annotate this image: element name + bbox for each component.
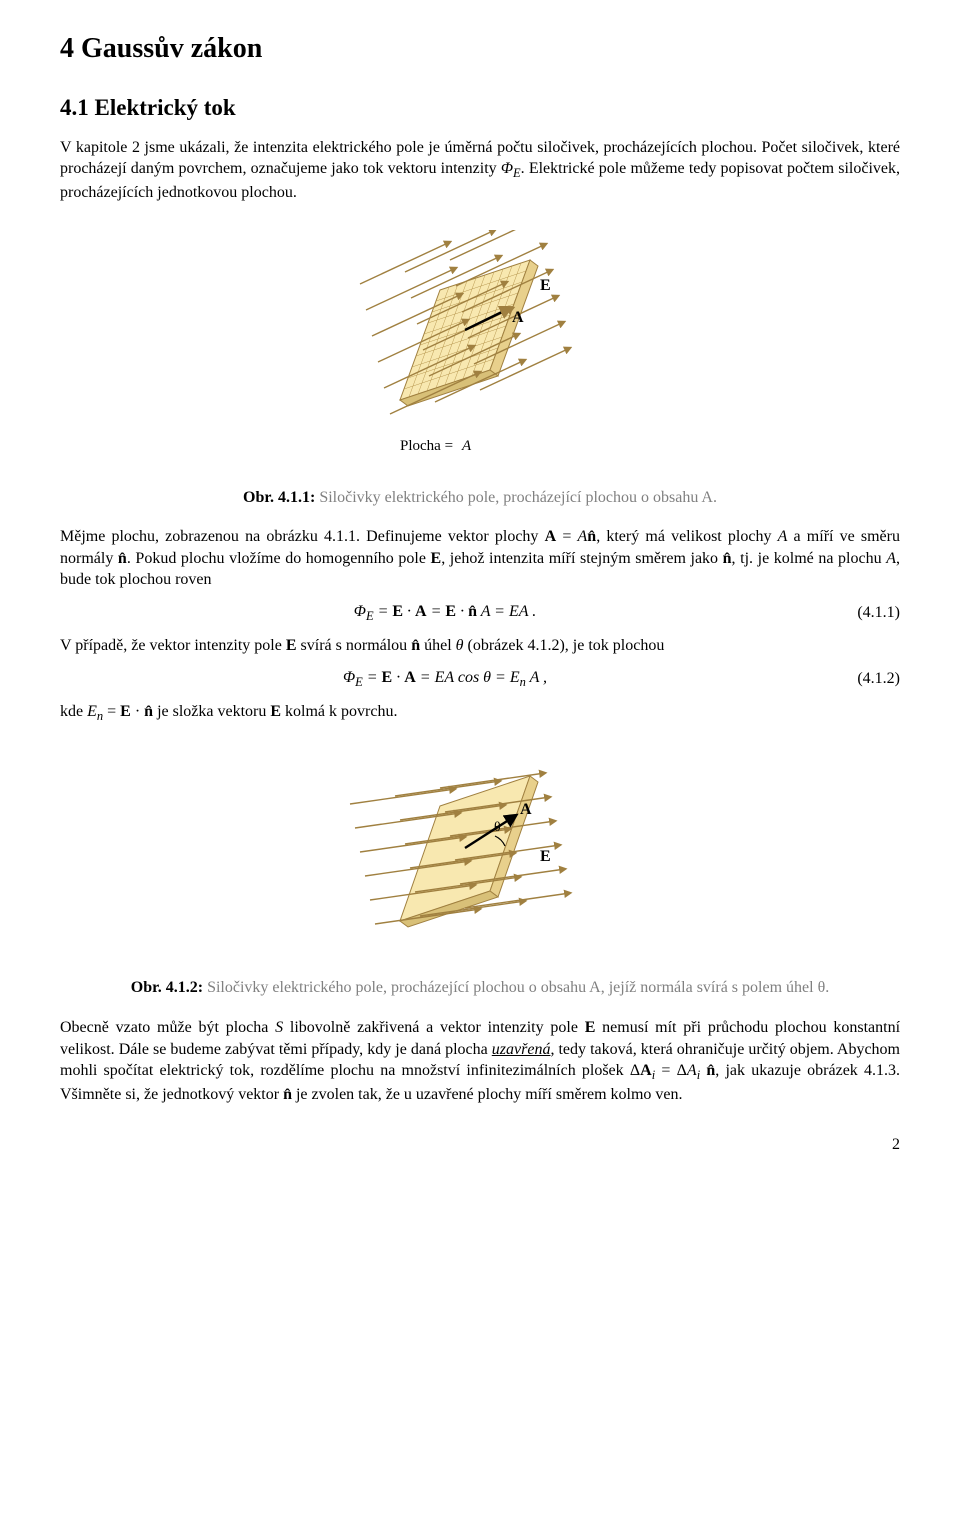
svg-text:E: E	[540, 277, 551, 294]
caption-label: Obr. 4.1.2:	[131, 979, 207, 996]
paragraph-1: V kapitole 2 jsme ukázali, že intenzita …	[60, 137, 900, 204]
page-number: 2	[60, 1134, 900, 1156]
figure-svg: EAPlocha = A	[340, 230, 620, 470]
text: je složka vektoru	[153, 703, 270, 720]
text: V případě, že vektor intenzity pole	[60, 637, 286, 654]
figure-4-1-2-caption: Obr. 4.1.2: Siločivky elektrického pole,…	[60, 977, 900, 999]
formula-En: En = E · n̂	[87, 703, 153, 720]
equation-body: ΦE = E · A = EA cos θ = En A ,	[60, 667, 830, 691]
equation-number: (4.1.1)	[830, 602, 900, 624]
symbol-theta: θ	[456, 637, 464, 654]
svg-text:A: A	[461, 438, 472, 454]
formula-dA: ΔAi = ΔAi n̂	[630, 1062, 715, 1079]
text: kolmá k povrchu.	[281, 703, 397, 720]
svg-text:E: E	[540, 848, 551, 865]
symbol-E: E	[585, 1019, 596, 1036]
text: je zvolen tak, že u uzavřené plochy míří…	[292, 1086, 683, 1103]
symbol-nhat: n̂	[411, 637, 420, 654]
svg-text:A: A	[520, 801, 532, 818]
section-heading: 4.1 Elektrický tok	[60, 92, 900, 123]
symbol-E: E	[431, 550, 442, 567]
equation-4-1-1: ΦE = E · A = E · n̂ A = EA . (4.1.1)	[60, 601, 900, 625]
text: Obecně vzato může být plocha	[60, 1019, 275, 1036]
symbol-phi: Φ	[501, 160, 513, 177]
caption-label: Obr. 4.1.1:	[243, 489, 319, 506]
equation-4-1-2: ΦE = E · A = EA cos θ = En A , (4.1.2)	[60, 667, 900, 691]
symbol-A: A	[778, 528, 788, 545]
symbol-S: S	[275, 1019, 283, 1036]
svg-text:Plocha =: Plocha =	[400, 438, 453, 454]
chapter-title: 4 Gaussův zákon	[60, 30, 900, 68]
paragraph-5: Obecně vzato může být plocha S libovolně…	[60, 1017, 900, 1106]
figure-4-1-1: EAPlocha = A	[60, 230, 900, 477]
symbol-A: A	[886, 550, 896, 567]
caption-text: Siločivky elektrického pole, procházejíc…	[319, 489, 717, 506]
svg-text:A: A	[512, 309, 524, 326]
text: Mějme plochu, zobrazenou na obrázku 4.1.…	[60, 528, 545, 545]
svg-text:θ: θ	[494, 820, 501, 835]
text: kde	[60, 703, 87, 720]
symbol-E: E	[286, 637, 297, 654]
equation-body: ΦE = E · A = E · n̂ A = EA .	[60, 601, 830, 625]
text: , jehož intenzita míří stejným směrem ja…	[441, 550, 722, 567]
text: (obrázek 4.1.2), je tok plochou	[464, 637, 665, 654]
figure-4-1-2: A Eθ	[60, 751, 900, 968]
emph-closed: uzavřená	[492, 1041, 551, 1058]
symbol-nhat: n̂	[723, 550, 732, 567]
text: svírá s normálou	[297, 637, 412, 654]
symbol-nhat: n̂	[118, 550, 127, 567]
symbol-phi-sub: E	[513, 167, 521, 181]
symbol-E: E	[270, 703, 281, 720]
figure-4-1-1-caption: Obr. 4.1.1: Siločivky elektrického pole,…	[60, 487, 900, 509]
formula-A-eq-An: A = An̂	[545, 528, 597, 545]
paragraph-3: V případě, že vektor intenzity pole E sv…	[60, 635, 900, 657]
text: . Pokud plochu vložíme do homogenního po…	[127, 550, 431, 567]
text: , který má velikost plochy	[596, 528, 777, 545]
paragraph-4: kde En = E · n̂ je složka vektoru E kolm…	[60, 701, 900, 725]
equation-number: (4.1.2)	[830, 668, 900, 690]
symbol-nhat: n̂	[283, 1086, 292, 1103]
paragraph-2: Mějme plochu, zobrazenou na obrázku 4.1.…	[60, 526, 900, 591]
caption-text: Siločivky elektrického pole, procházejíc…	[207, 979, 829, 996]
figure-svg: A Eθ	[340, 751, 620, 961]
text: libovolně zakřivená a vektor intenzity p…	[283, 1019, 585, 1036]
text: , tj. je kolmé na plochu	[732, 550, 887, 567]
text: úhel	[420, 637, 456, 654]
